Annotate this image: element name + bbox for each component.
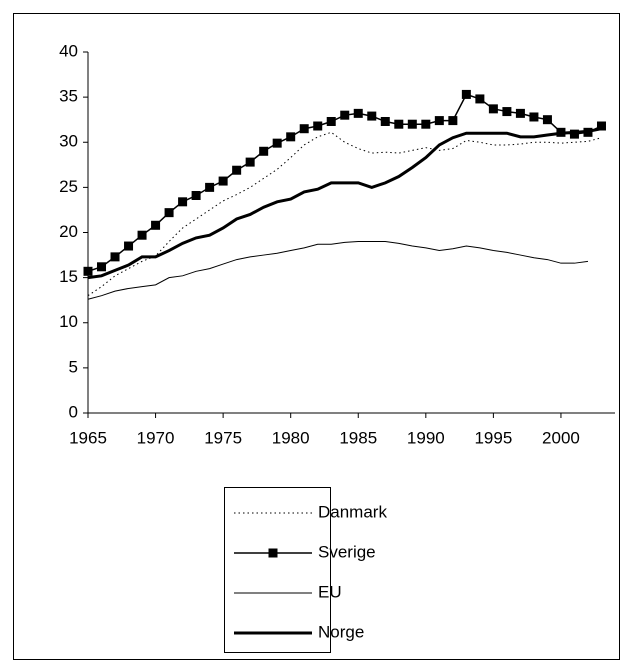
series-marker — [569, 129, 579, 139]
y-tick-label: 25 — [59, 177, 78, 196]
series-marker — [326, 116, 336, 126]
series-line — [87, 127, 602, 280]
series-line — [87, 241, 589, 300]
series-marker — [502, 107, 512, 117]
series-marker — [488, 104, 498, 114]
series-marker — [151, 220, 161, 230]
series-marker — [124, 241, 134, 251]
x-tick-label: 1975 — [204, 428, 242, 447]
x-tick-label: 1970 — [137, 428, 175, 447]
y-tick-label: 20 — [59, 222, 78, 241]
series-marker — [542, 115, 552, 125]
series-marker — [353, 108, 363, 118]
series-marker — [407, 119, 417, 129]
series-marker — [218, 176, 228, 186]
series-marker — [191, 190, 201, 200]
series-marker — [340, 110, 350, 120]
series-marker — [259, 146, 269, 156]
x-tick-label: 1990 — [407, 428, 445, 447]
y-tick-label: 0 — [69, 402, 78, 421]
series-marker — [286, 132, 296, 142]
series-marker — [245, 157, 255, 167]
series-marker — [137, 230, 147, 240]
legend-label: Danmark — [318, 502, 387, 521]
x-tick-label: 1980 — [272, 428, 310, 447]
series-marker — [515, 108, 525, 118]
series-line — [87, 131, 602, 297]
series-marker — [596, 121, 606, 131]
series-marker — [97, 262, 107, 272]
series-marker — [529, 112, 539, 122]
y-tick-label: 40 — [59, 41, 78, 60]
series-marker — [380, 116, 390, 126]
series-marker — [461, 89, 471, 99]
series-marker — [232, 165, 242, 175]
series-marker — [434, 116, 444, 126]
y-tick-label: 15 — [59, 267, 78, 286]
series-marker — [205, 182, 215, 192]
series-marker — [475, 94, 485, 104]
series-marker — [272, 138, 282, 148]
series-marker — [299, 124, 309, 134]
series-marker — [313, 121, 323, 131]
series-marker — [83, 266, 93, 276]
y-tick-label: 5 — [69, 357, 78, 376]
series-marker — [421, 119, 431, 129]
series-marker — [394, 119, 404, 129]
x-tick-label: 1965 — [69, 428, 107, 447]
series-marker — [178, 197, 188, 207]
legend-label: Norge — [318, 622, 364, 641]
legend-label: EU — [318, 582, 342, 601]
legend-box — [224, 487, 331, 653]
y-tick-label: 35 — [59, 87, 78, 106]
series-marker — [110, 252, 120, 262]
y-tick-label: 10 — [59, 312, 78, 331]
x-tick-label: 1985 — [339, 428, 377, 447]
series-marker — [164, 208, 174, 218]
series-marker — [367, 111, 377, 121]
chart-frame — [13, 13, 620, 660]
x-tick-label: 2000 — [542, 428, 580, 447]
legend-label: Sverige — [318, 542, 376, 561]
legend-marker — [268, 548, 278, 558]
y-tick-label: 30 — [59, 132, 78, 151]
x-tick-label: 1995 — [474, 428, 512, 447]
series-marker — [448, 116, 458, 126]
